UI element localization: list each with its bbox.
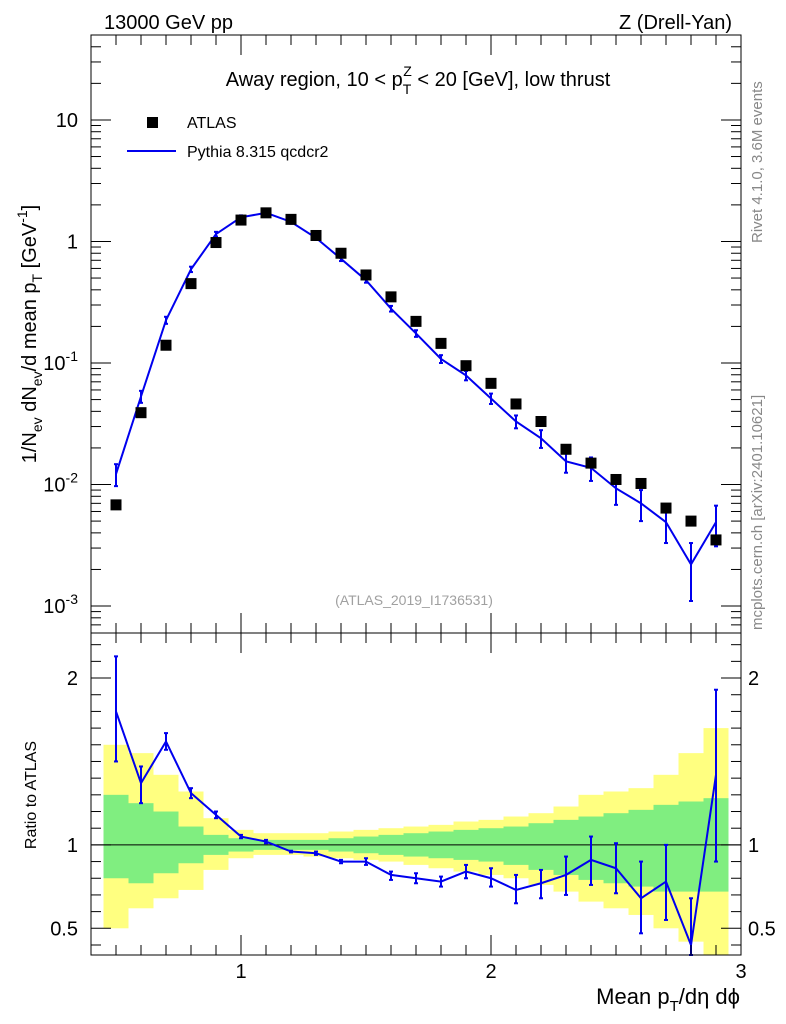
main-ticks xyxy=(90,34,742,634)
atlas-data-point xyxy=(435,337,447,349)
main-y-tick-label: 10-3 xyxy=(43,591,78,618)
atlas-data-point xyxy=(610,473,622,485)
ratio-y-tick-label-right: 2 xyxy=(748,668,759,690)
ratio-x-tick-label: 3 xyxy=(735,961,746,983)
atlas-data-point xyxy=(635,477,647,489)
header-right: Z (Drell-Yan) xyxy=(619,12,732,34)
main-y-tick-labels: 10-3 10-2 10-1 1 10 xyxy=(43,110,78,618)
atlas-data-point xyxy=(585,457,597,469)
atlas-data-point xyxy=(210,237,222,249)
ratio-band-stat xyxy=(528,823,554,870)
ratio-y-tick-label-right: 1 xyxy=(748,835,759,857)
main-y-tick-label: 1 xyxy=(67,231,78,253)
atlas-data-point xyxy=(335,247,347,259)
main-series xyxy=(110,207,722,603)
plot-title: Away region, 10 < pTZ < 20 [GeV], low th… xyxy=(226,63,611,97)
ratio-band-stat xyxy=(678,801,704,892)
mcplots-label: mcplots.cern.ch [arXiv:2401.10621] xyxy=(749,395,766,630)
ratio-x-tick-label: 1 xyxy=(235,961,246,983)
ratio-band-stat xyxy=(128,803,154,884)
ratio-y-tick-label-left: 1 xyxy=(67,835,78,857)
atlas-data-point xyxy=(460,360,472,372)
pythia-line xyxy=(115,211,717,567)
ratio-band-stat xyxy=(153,811,179,874)
legend: ATLAS Pythia 8.315 qcdcr2 xyxy=(127,115,329,161)
ratio-x-tick-label: 2 xyxy=(485,961,496,983)
atlas-data-point xyxy=(135,407,147,419)
atlas-data-point xyxy=(535,416,547,428)
atlas-data-point xyxy=(185,278,197,290)
atlas-data-point xyxy=(660,502,672,514)
main-y-tick-label: 10 xyxy=(56,110,78,132)
atlas-data-point xyxy=(560,443,572,455)
header-left: 13000 GeV pp xyxy=(104,12,233,34)
ratio-tick-labels: 1 2 30.5 0.51 12 2 xyxy=(50,668,776,983)
atlas-data-point xyxy=(410,315,422,327)
legend-atlas-marker xyxy=(147,117,158,128)
ratio-band-stat xyxy=(503,826,529,865)
ratio-band-stat xyxy=(103,794,129,879)
main-y-axis-label: 1/Nev dNev/d mean pT [GeV-1] xyxy=(14,205,45,464)
atlas-data-point xyxy=(235,214,247,226)
ratio-y-tick-label-right: 0.5 xyxy=(748,918,776,940)
atlas-data-point xyxy=(510,398,522,410)
ratio-series xyxy=(114,655,718,956)
ratio-uncertainty-bands xyxy=(103,728,729,955)
atlas-data-point xyxy=(310,229,322,241)
x-axis-label: Mean pT/dη dϕ xyxy=(596,984,740,1015)
atlas-data-point xyxy=(685,515,697,527)
ratio-y-tick-label-left: 2 xyxy=(67,668,78,690)
main-y-tick-label: 10-2 xyxy=(43,470,78,497)
atlas-data-point xyxy=(160,339,172,351)
legend-atlas-label: ATLAS xyxy=(187,115,237,132)
legend-pythia-label: Pythia 8.315 qcdcr2 xyxy=(187,144,329,161)
atlas-data-point xyxy=(110,499,122,511)
atlas-data-point xyxy=(710,534,722,546)
ratio-ticks xyxy=(90,633,742,955)
atlas-data-point xyxy=(260,207,272,219)
ratio-y-tick-label-left: 0.5 xyxy=(50,918,78,940)
main-y-tick-label: 10-1 xyxy=(43,348,78,375)
atlas-data-point xyxy=(485,377,497,389)
atlas-data-point xyxy=(285,213,297,225)
ratio-y-axis-label: Ratio to ATLAS xyxy=(23,741,40,849)
atlas-data-point xyxy=(360,269,372,281)
rivet-label: Rivet 4.1.0, 3.6M events xyxy=(749,81,766,243)
analysis-id: (ATLAS_2019_I1736531) xyxy=(335,592,493,608)
ratio-panel: 1 2 30.5 0.51 12 2 Ratio to ATLAS Mean pT/dη … xyxy=(23,632,776,1015)
atlas-data-point xyxy=(385,291,397,303)
main-panel: 10-3 10-2 10-1 1 10 Away region, 10 < pTZ < … xyxy=(14,34,742,634)
